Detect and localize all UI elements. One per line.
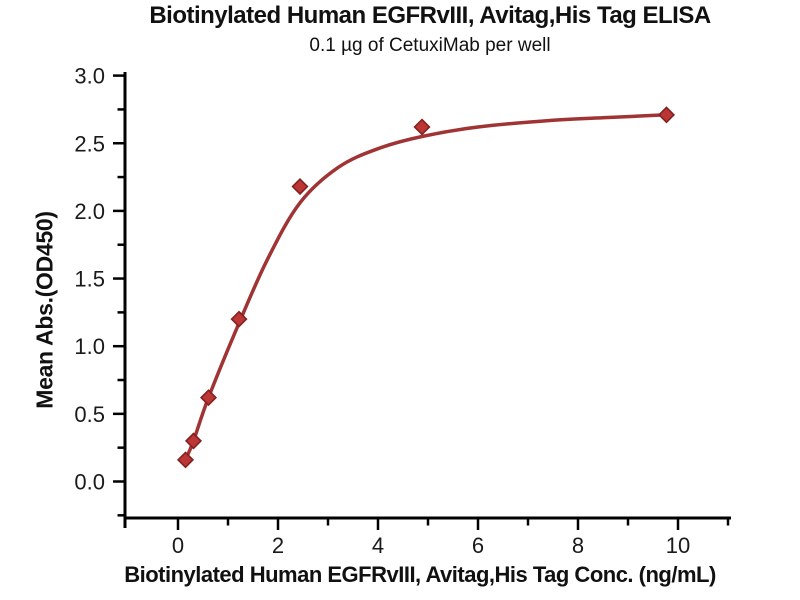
data-point-marker — [230, 310, 248, 328]
y-tick-label: 0.0 — [74, 470, 105, 495]
fit-curve — [183, 113, 669, 462]
x-tick-label: 8 — [572, 533, 584, 558]
y-tick-label: 1.5 — [74, 267, 105, 292]
y-tick-label: 3.0 — [74, 64, 105, 89]
y-tick-label: 2.5 — [74, 131, 105, 156]
y-tick-label: 2.0 — [74, 199, 105, 224]
x-tick-label: 6 — [472, 533, 484, 558]
data-point-marker — [184, 432, 203, 450]
data-point-marker — [291, 178, 309, 196]
x-tick-label: 2 — [272, 533, 284, 558]
x-tick-label: 10 — [666, 533, 690, 558]
chart-title: Biotinylated Human EGFRvIII, Avitag,His … — [149, 2, 711, 29]
x-tick-label: 4 — [372, 533, 384, 558]
y-tick-label: 1.0 — [74, 334, 105, 359]
data-point-marker — [176, 451, 195, 469]
data-point-marker — [199, 389, 218, 407]
chart-subtitle: 0.1 µg of CetuxiMab per well — [309, 35, 551, 56]
data-point-marker — [413, 118, 431, 136]
x-axis-title: Biotinylated Human EGFRvIII, Avitag,His … — [124, 562, 716, 587]
x-tick-label: 0 — [172, 533, 184, 558]
data-point-marker — [657, 106, 676, 124]
y-tick-label: 0.5 — [74, 402, 105, 427]
